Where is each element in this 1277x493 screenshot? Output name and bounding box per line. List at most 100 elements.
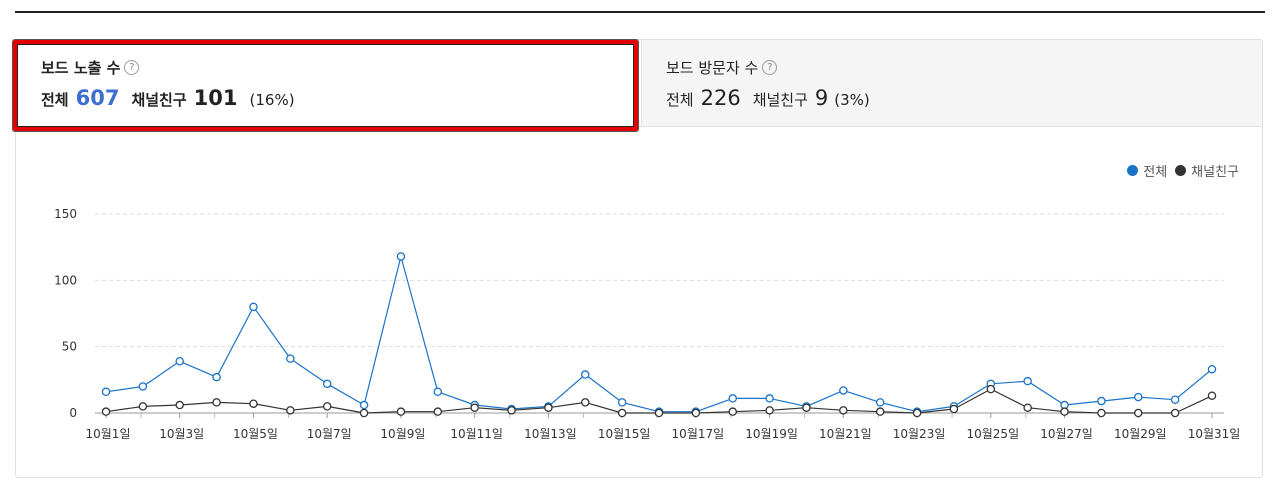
top-divider [15, 11, 1265, 13]
data-point-total [765, 394, 774, 403]
data-point-total [875, 398, 885, 407]
data-point-friend [138, 402, 148, 411]
friend-value: 9 [814, 86, 829, 110]
data-point-friend [507, 406, 516, 415]
friend-value: 101 [193, 86, 238, 110]
data-point-friend [875, 407, 885, 416]
data-point-friend [802, 403, 811, 412]
series-line-total [105, 255, 1213, 413]
data-point-friend [912, 408, 922, 418]
data-point-total [101, 387, 111, 397]
x-tick-label: 10월1일 [86, 427, 131, 441]
x-tick-label: 10월29일 [1114, 427, 1167, 441]
friend-label: 채널친구 [131, 91, 187, 109]
data-point-total [175, 357, 184, 366]
data-point-friend [765, 406, 774, 415]
grid-layer [95, 213, 1224, 348]
data-point-total [286, 354, 295, 363]
data-point-total [396, 252, 406, 261]
stats-panel: 보드 노출 수 ? 전체 607 채널친구 101 (16%) 보드 방문자 수… [15, 39, 1263, 478]
data-point-friend [839, 406, 848, 415]
data-point-friend [986, 384, 996, 394]
data-point-total [1207, 364, 1217, 374]
data-point-total [1170, 395, 1180, 404]
total-label: 전체 [41, 91, 69, 109]
data-point-friend [433, 407, 443, 416]
x-tick-label: 10월5일 [233, 427, 278, 441]
data-point-friend [654, 408, 664, 418]
legend-dot [1175, 165, 1187, 176]
data-point-total [433, 387, 443, 397]
x-tick-label: 10월3일 [159, 427, 204, 441]
tab-title-text: 보드 노출 수 [41, 59, 121, 77]
data-point-total [617, 398, 627, 407]
data-point-friend [470, 403, 479, 412]
data-point-friend [949, 404, 959, 414]
legend-dot [1127, 165, 1139, 176]
data-point-friend [249, 399, 258, 408]
legend-item-total[interactable]: 전체 [1127, 161, 1167, 180]
x-tick-label: 10월17일 [672, 427, 725, 441]
data-point-total [138, 382, 148, 391]
data-point-total [1023, 376, 1032, 386]
x-tick-label: 10월31일 [1188, 427, 1241, 441]
tab-board-impressions[interactable]: 보드 노출 수 ? 전체 607 채널친구 101 (16%) [16, 40, 642, 126]
x-tick-label: 10월9일 [380, 427, 425, 441]
legend-label: 채널친구 [1191, 165, 1239, 180]
legend-item-friend[interactable]: 채널친구 [1175, 161, 1239, 180]
data-point-friend [1134, 408, 1143, 418]
question-circle-icon[interactable]: ? [762, 60, 778, 75]
data-point-friend [212, 398, 221, 407]
total-label: 전체 [666, 91, 694, 109]
x-tick-label: 10월25일 [966, 427, 1019, 441]
data-point-friend [691, 408, 701, 418]
x-tick-label: 10월19일 [745, 427, 798, 441]
data-point-friend [1207, 391, 1217, 401]
tab-title: 보드 노출 수 ? [41, 57, 140, 78]
friend-label: 채널친구 [752, 91, 808, 109]
y-tick-label: 0 [69, 406, 77, 420]
data-point-friend [322, 402, 332, 411]
x-tick-label: 10월7일 [307, 427, 352, 441]
x-tick-label: 10월23일 [893, 427, 946, 441]
friend-percent: (3%) [834, 91, 870, 109]
data-point-total [249, 302, 258, 312]
legend-label: 전체 [1143, 165, 1168, 180]
data-point-total [359, 400, 369, 410]
total-value: 607 [75, 86, 120, 110]
x-tick-label: 10월13일 [524, 427, 577, 441]
data-point-friend [286, 406, 295, 415]
data-point-friend [1170, 408, 1180, 418]
series-layer [101, 252, 1217, 418]
chart-legend: 전체 채널친구 [1127, 161, 1239, 180]
data-point-friend [1060, 407, 1069, 416]
axis-layer: 0 50 100 150 10월1일 10월3일 10월5일 10월7일 10월9일 10월11일… [54, 207, 1240, 441]
friend-percent: (16%) [249, 91, 295, 109]
data-point-total [839, 386, 848, 395]
data-point-total [322, 379, 332, 389]
data-point-total [581, 370, 590, 379]
tab-stats: 전체 607 채널친구 101 (16%) [41, 86, 295, 110]
tab-title-text: 보드 방문자 수 [666, 59, 759, 77]
question-circle-icon[interactable]: ? [124, 60, 140, 75]
data-point-total [1097, 396, 1106, 406]
y-tick-label: 100 [54, 273, 77, 287]
data-point-friend [1097, 408, 1106, 418]
data-point-total [1134, 392, 1143, 402]
x-tick-label: 10월21일 [819, 427, 872, 441]
data-point-friend [728, 407, 737, 416]
y-tick-label: 150 [54, 207, 77, 221]
x-tick-label: 10월27일 [1040, 427, 1093, 441]
tab-board-visitors[interactable]: 보드 방문자 수 ? 전체 226 채널친구 9 (3%) [642, 40, 1262, 126]
tab-title: 보드 방문자 수 ? [666, 57, 778, 78]
x-tick-label: 10월11일 [450, 427, 503, 441]
y-tick-label: 50 [62, 340, 77, 354]
data-point-friend [359, 408, 369, 418]
data-point-friend [396, 407, 406, 416]
data-point-friend [1023, 403, 1032, 412]
data-point-friend [617, 408, 627, 418]
tab-stats: 전체 226 채널친구 9 (3%) [666, 86, 870, 110]
data-point-friend [581, 398, 590, 407]
x-tick-label: 10월15일 [598, 427, 651, 441]
